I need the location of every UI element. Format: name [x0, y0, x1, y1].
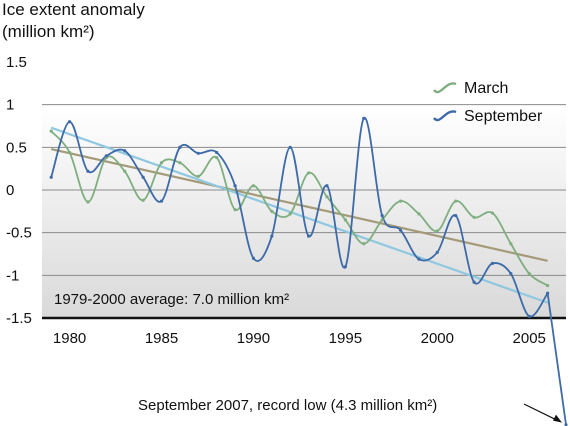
record-low-arrowhead: [553, 414, 562, 423]
x-tick-label: 1990: [237, 330, 270, 347]
march-data-point: [123, 169, 127, 173]
september-data-point: [104, 154, 108, 158]
march-data-point: [325, 195, 329, 199]
september-data-point: [435, 250, 439, 254]
september-data-point: [141, 175, 145, 179]
september-data-point: [67, 120, 72, 124]
september-data-point: [380, 214, 384, 218]
september-data-point: [86, 169, 90, 173]
september-data-point: [362, 116, 366, 120]
march-trend-line: [50, 147, 548, 262]
march-data-point: [546, 283, 550, 288]
march-data-point: [380, 218, 384, 222]
september-legend-label: September: [464, 108, 543, 125]
march-data-point: [251, 184, 256, 188]
september-data-point: [472, 280, 476, 284]
march-data-point: [159, 161, 164, 165]
march-data-point: [288, 212, 292, 216]
march-data-point: [343, 218, 347, 222]
march-data-point: [509, 242, 513, 246]
march-data-point: [490, 211, 495, 215]
y-tick-label: 1.5: [6, 54, 27, 71]
record-low-note: September 2007, record low (4.3 million …: [138, 397, 437, 414]
march-data-point: [472, 215, 476, 219]
september-data-point: [509, 272, 513, 276]
september-data-point: [159, 199, 164, 203]
september-data-point: [454, 214, 458, 218]
march-data-point: [362, 242, 366, 246]
y-tick-label: 0.5: [6, 139, 27, 156]
september-data-point: [233, 184, 237, 188]
march-data-point: [141, 198, 145, 202]
y-tick-label: -0.5: [6, 225, 32, 242]
september-data-point: [196, 151, 200, 155]
x-tick-label: 2005: [513, 330, 546, 347]
march-data-point: [178, 161, 182, 165]
september-data-point: [270, 234, 274, 238]
march-data-point: [527, 272, 531, 276]
y-tick-label: -1.5: [6, 310, 32, 327]
march-data-point: [398, 199, 403, 203]
x-tick-label: 1995: [329, 330, 362, 347]
march-data-point: [306, 171, 311, 175]
march-data-point: [233, 208, 237, 212]
september-2007-drop-line: [546, 293, 567, 425]
march-data-point: [67, 150, 72, 155]
september-data-point: [527, 314, 531, 318]
september-data-point: [564, 423, 568, 426]
september-data-point: [325, 184, 329, 188]
march-legend-swatch: [433, 82, 457, 94]
march-data-point: [417, 212, 421, 216]
march-data-point: [196, 174, 200, 178]
y-tick-label: 0: [6, 182, 14, 199]
record-low-arrow: [523, 403, 559, 422]
september-trend-line: [50, 126, 548, 304]
march-data-point: [454, 199, 458, 203]
baseline-average-note: 1979-2000 average: 7.0 million km²: [54, 291, 289, 308]
march-data-point: [49, 129, 53, 133]
september-data-point: [251, 256, 256, 260]
september-data-point: [215, 150, 219, 155]
x-tick-label: 1985: [145, 330, 178, 347]
march-data-point: [435, 229, 439, 233]
september-data-point: [49, 175, 53, 179]
march-legend-label: March: [464, 80, 508, 97]
september-data-point: [178, 145, 182, 149]
september-data-point: [288, 145, 292, 149]
march-data-point: [215, 155, 219, 160]
y-axis-label-line-1: Ice extent anomaly: [2, 0, 145, 19]
september-data-point: [398, 228, 403, 232]
x-tick-label: 2000: [421, 330, 454, 347]
september-data-point: [546, 291, 550, 295]
september-data-point: [343, 265, 347, 269]
y-tick-label: -1: [6, 267, 19, 284]
september-legend-swatch: [433, 110, 457, 122]
x-tick-label: 1980: [53, 330, 86, 347]
y-axis-label-line-2: (million km²): [2, 22, 95, 41]
september-data-point: [417, 257, 421, 261]
september-data-point: [306, 234, 311, 238]
march-data-point: [86, 200, 90, 204]
september-data-point: [490, 261, 495, 265]
y-tick-label: 1: [6, 97, 14, 114]
september-data-point: [123, 149, 127, 153]
march-data-point: [270, 209, 274, 213]
